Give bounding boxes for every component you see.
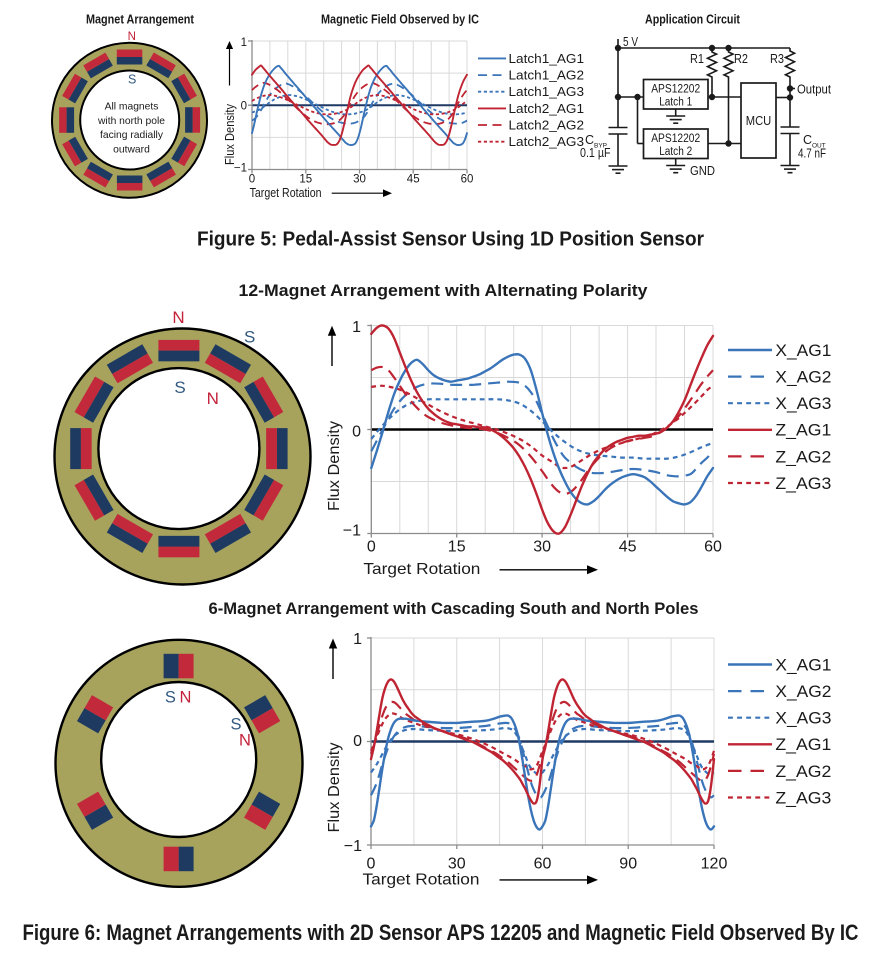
svg-text:outward: outward <box>113 144 150 155</box>
svg-text:GND: GND <box>690 163 715 178</box>
svg-text:R2: R2 <box>734 52 748 66</box>
svg-text:0: 0 <box>249 174 255 186</box>
svg-text:4.7 nF: 4.7 nF <box>798 146 826 161</box>
svg-text:X_AG1: X_AG1 <box>775 342 831 360</box>
svg-text:Latch1_AG3: Latch1_AG3 <box>509 85 585 99</box>
svg-text:45: 45 <box>407 174 420 186</box>
svg-text:Target Rotation: Target Rotation <box>363 872 480 889</box>
svg-text:12-Magnet Arrangement with Alt: 12-Magnet Arrangement with Alternating P… <box>239 281 649 300</box>
svg-text:APS12202: APS12202 <box>651 84 700 96</box>
svg-text:R3: R3 <box>770 52 784 66</box>
svg-text:S: S <box>244 328 255 347</box>
svg-text:Z_AG3: Z_AG3 <box>775 475 831 493</box>
svg-text:R1: R1 <box>690 52 704 66</box>
svg-text:60: 60 <box>461 174 474 186</box>
svg-text:0: 0 <box>352 424 361 441</box>
svg-text:0.1 µF: 0.1 µF <box>580 145 611 160</box>
svg-text:X_AG2: X_AG2 <box>775 369 831 387</box>
svg-text:Magnet Arrangement: Magnet Arrangement <box>86 13 195 27</box>
svg-text:Magnetic Field Observed by IC: Magnetic Field Observed by IC <box>321 13 479 27</box>
svg-text:APS12202: APS12202 <box>651 133 700 145</box>
svg-text:BYP: BYP <box>594 143 607 150</box>
svg-text:X_AG1: X_AG1 <box>775 656 831 674</box>
svg-text:5 V: 5 V <box>623 34 638 49</box>
svg-text:N: N <box>172 308 184 327</box>
svg-text:Latch2_AG2: Latch2_AG2 <box>509 119 585 133</box>
svg-text:Z_AG1: Z_AG1 <box>775 736 831 754</box>
svg-text:N: N <box>128 31 136 43</box>
svg-text:30: 30 <box>448 856 466 873</box>
svg-text:Latch 1: Latch 1 <box>659 97 692 109</box>
svg-text:S: S <box>174 378 185 397</box>
svg-text:1: 1 <box>241 37 247 49</box>
svg-text:Latch2_AG3: Latch2_AG3 <box>509 135 585 149</box>
svg-text:S: S <box>230 716 241 734</box>
svg-text:15: 15 <box>299 174 312 186</box>
svg-text:Latch 2: Latch 2 <box>659 146 692 158</box>
svg-text:Figure 6: Magnet Arrangements: Figure 6: Magnet Arrangements with 2D Se… <box>23 920 859 945</box>
svg-text:facing radially: facing radially <box>100 130 164 141</box>
svg-text:−1: −1 <box>344 838 362 855</box>
svg-text:30: 30 <box>353 174 366 186</box>
svg-text:Z_AG2: Z_AG2 <box>775 448 831 466</box>
svg-text:Flux Density: Flux Density <box>326 421 343 511</box>
svg-text:Z_AG2: Z_AG2 <box>775 763 831 781</box>
svg-text:S: S <box>128 73 136 87</box>
svg-text:X_AG3: X_AG3 <box>775 710 831 728</box>
svg-text:MCU: MCU <box>746 114 772 128</box>
svg-text:45: 45 <box>619 539 637 556</box>
svg-text:All magnets: All magnets <box>105 102 159 113</box>
svg-text:60: 60 <box>704 539 722 556</box>
svg-text:Latch2_AG1: Latch2_AG1 <box>509 102 585 116</box>
svg-text:OUT: OUT <box>812 143 826 150</box>
svg-text:1: 1 <box>352 319 361 336</box>
svg-text:90: 90 <box>619 856 637 873</box>
svg-text:with north pole: with north pole <box>97 116 165 127</box>
svg-text:0: 0 <box>353 733 362 750</box>
svg-text:15: 15 <box>448 539 466 556</box>
svg-text:Z_AG1: Z_AG1 <box>775 422 831 440</box>
svg-text:−1: −1 <box>234 163 247 175</box>
svg-text:Flux Density: Flux Density <box>326 743 343 833</box>
svg-text:Target Rotation: Target Rotation <box>363 561 480 578</box>
svg-text:N: N <box>239 732 251 750</box>
svg-text:N: N <box>207 389 219 408</box>
svg-text:Z_AG3: Z_AG3 <box>775 789 831 807</box>
svg-text:Target Rotation: Target Rotation <box>250 185 322 200</box>
svg-text:C: C <box>585 133 594 147</box>
svg-text:30: 30 <box>533 539 551 556</box>
svg-text:Flux Density: Flux Density <box>223 103 237 165</box>
svg-text:X_AG2: X_AG2 <box>775 683 831 701</box>
svg-text:0: 0 <box>367 856 376 873</box>
svg-text:Latch1_AG2: Latch1_AG2 <box>509 69 585 83</box>
svg-text:−1: −1 <box>343 523 361 540</box>
svg-text:Output: Output <box>797 82 831 97</box>
svg-text:C: C <box>803 133 812 147</box>
svg-text:Application Circuit: Application Circuit <box>645 13 741 27</box>
svg-text:Latch1_AG1: Latch1_AG1 <box>509 52 585 66</box>
svg-text:60: 60 <box>534 856 552 873</box>
svg-text:S: S <box>165 689 176 707</box>
svg-text:Figure 5: Pedal-Assist Sensor: Figure 5: Pedal-Assist Sensor Using 1D P… <box>197 228 704 251</box>
svg-text:6-Magnet Arrangement with Casc: 6-Magnet Arrangement with Cascading Sout… <box>209 599 699 618</box>
svg-text:0: 0 <box>241 101 247 113</box>
svg-text:X_AG3: X_AG3 <box>775 395 831 413</box>
svg-text:0: 0 <box>367 539 376 556</box>
svg-text:N: N <box>180 689 192 707</box>
svg-text:120: 120 <box>701 856 728 873</box>
svg-text:1: 1 <box>353 631 362 648</box>
